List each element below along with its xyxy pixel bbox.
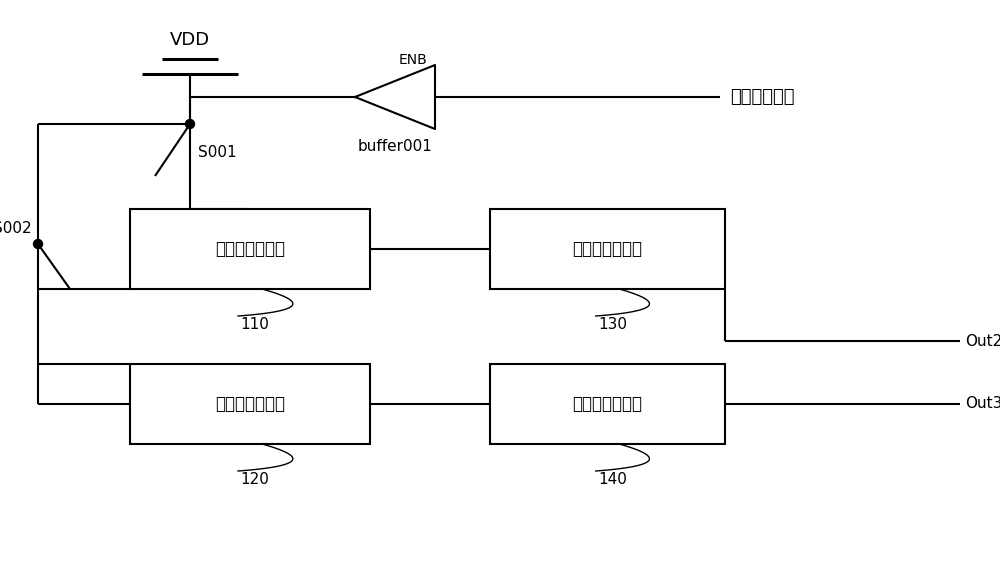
Bar	[130, 364, 370, 444]
Text: 110: 110	[241, 317, 269, 332]
Text: 测量环形振荡器: 测量环形振荡器	[215, 240, 285, 258]
Bar	[490, 364, 725, 444]
Bar	[490, 209, 725, 289]
Circle shape	[34, 240, 42, 248]
Text: VDD: VDD	[170, 31, 210, 49]
Text: 130: 130	[598, 317, 627, 332]
Text: 第一计数器模块: 第一计数器模块	[572, 240, 642, 258]
Text: ENB: ENB	[398, 53, 427, 67]
Text: Out3: Out3	[965, 397, 1000, 412]
Polygon shape	[355, 65, 435, 129]
Bar	[130, 209, 370, 289]
Text: 参考环形振荡器: 参考环形振荡器	[215, 395, 285, 413]
Text: S001: S001	[198, 145, 237, 159]
Text: 120: 120	[241, 472, 269, 487]
Text: 140: 140	[598, 472, 627, 487]
Text: 外部电路信号: 外部电路信号	[730, 88, 794, 106]
Text: S002: S002	[0, 221, 32, 236]
Text: 第二计数器模块: 第二计数器模块	[572, 395, 642, 413]
Text: buffer001: buffer001	[358, 139, 432, 154]
Text: Out2: Out2	[965, 334, 1000, 349]
Circle shape	[186, 119, 194, 129]
